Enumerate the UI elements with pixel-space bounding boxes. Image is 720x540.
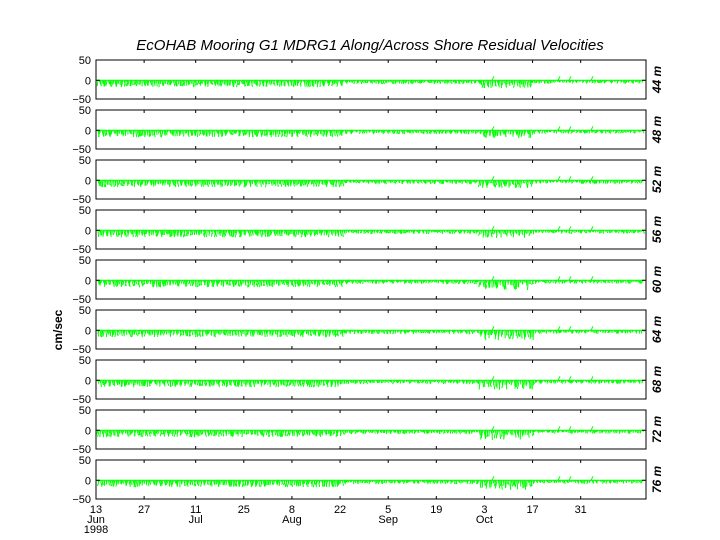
x-tick-label: 17 <box>526 504 538 516</box>
y-tick-label: −50 <box>72 244 91 256</box>
x-month-label: Aug <box>282 514 302 526</box>
y-tick-label: 50 <box>79 455 91 467</box>
y-tick-label: −50 <box>72 194 91 206</box>
depth-label: 48 m <box>650 115 664 144</box>
depth-label: 76 m <box>650 465 664 493</box>
velocity-series <box>97 276 644 291</box>
panel-3: 50 0 −50 52 m <box>72 155 664 206</box>
y-tick-label: −50 <box>72 444 91 456</box>
y-tick-label: 0 <box>85 225 91 237</box>
x-tick-label: 11 <box>190 504 201 516</box>
x-month-label: Jul <box>189 514 203 526</box>
depth-label: 44 m <box>650 65 664 94</box>
y-tick-label: 50 <box>79 405 91 417</box>
velocity-series <box>96 476 644 490</box>
panel-4: 50 0 −50 56 m <box>72 205 664 256</box>
y-tick-label: 0 <box>85 75 91 87</box>
panel-frame <box>95 459 647 500</box>
velocity-series <box>96 76 644 89</box>
x-month-label: Oct <box>476 514 493 526</box>
panel-frame <box>95 409 647 450</box>
panels-group: 50 0 −50 44 m 50 0 −50 48 m 50 0 −50 52 m 50 0 −50 56 m… <box>72 55 664 506</box>
y-tick-label: 50 <box>79 255 91 267</box>
panel-frame <box>95 309 647 350</box>
x-tick-label: 22 <box>334 504 346 516</box>
panel-frame <box>95 209 647 250</box>
chart-title: EcOHAB Mooring G1 MDRG1 Along/Across Sho… <box>136 37 604 54</box>
panel-frame <box>95 359 647 400</box>
y-tick-label: 50 <box>79 355 91 367</box>
x-tick-label: 25 <box>238 504 250 516</box>
x-year-label: 1998 <box>84 524 108 536</box>
x-tick-label: 27 <box>138 504 150 516</box>
velocity-series <box>97 376 644 390</box>
y-tick-label: 0 <box>85 475 91 487</box>
panel-7: 50 0 −50 68 m <box>72 355 664 406</box>
panel-1: 50 0 −50 44 m <box>72 55 664 106</box>
panel-5: 50 0 −50 60 m <box>72 255 664 306</box>
depth-label: 56 m <box>650 215 664 243</box>
panel-frame <box>95 109 647 150</box>
panel-6: 50 0 −50 64 m <box>72 305 664 356</box>
panel-frame <box>95 259 647 300</box>
velocity-series <box>97 176 644 189</box>
y-tick-label: 50 <box>79 105 91 117</box>
x-tick-label: 3 <box>481 504 487 516</box>
y-tick-label: 0 <box>85 325 91 337</box>
depth-label: 68 m <box>650 365 664 393</box>
panel-frame <box>95 159 647 200</box>
y-tick-label: −50 <box>72 494 91 506</box>
y-tick-label: −50 <box>72 344 91 356</box>
depth-label: 72 m <box>650 415 664 443</box>
y-tick-label: 0 <box>85 275 91 287</box>
panel-8: 50 0 −50 72 m <box>72 405 664 456</box>
velocity-series <box>96 426 644 441</box>
y-tick-label: 50 <box>79 55 91 67</box>
x-tick-label: 13 <box>90 504 102 516</box>
x-month-label: Jun <box>87 514 105 526</box>
y-tick-label: 50 <box>79 305 91 317</box>
y-tick-label: 0 <box>85 125 91 137</box>
y-tick-label: 0 <box>85 425 91 437</box>
y-tick-label: 0 <box>85 375 91 387</box>
velocity-series <box>97 126 645 139</box>
y-tick-label: 50 <box>79 205 91 217</box>
y-tick-label: 50 <box>79 155 91 167</box>
depth-label: 52 m <box>650 165 664 193</box>
x-tick-label: 19 <box>430 504 442 516</box>
y-tick-label: −50 <box>72 394 91 406</box>
x-tick-label: 8 <box>289 504 295 516</box>
depth-label: 64 m <box>650 315 664 343</box>
x-tick-label: 5 <box>385 504 391 516</box>
x-tick-label: 31 <box>575 504 587 516</box>
velocity-series <box>97 226 646 238</box>
panel-frame <box>95 59 647 100</box>
y-tick-label: −50 <box>72 294 91 306</box>
panel-2: 50 0 −50 48 m <box>72 105 664 156</box>
y-tick-label: −50 <box>72 144 91 156</box>
depth-label: 60 m <box>650 265 664 293</box>
x-month-label: Sep <box>378 514 398 526</box>
y-tick-label: −50 <box>72 94 91 106</box>
velocity-series <box>97 326 645 341</box>
y-tick-label: 0 <box>85 175 91 187</box>
panel-9: 50 0 −50 76 m <box>72 455 664 506</box>
y-axis-label: cm/sec <box>51 309 65 350</box>
